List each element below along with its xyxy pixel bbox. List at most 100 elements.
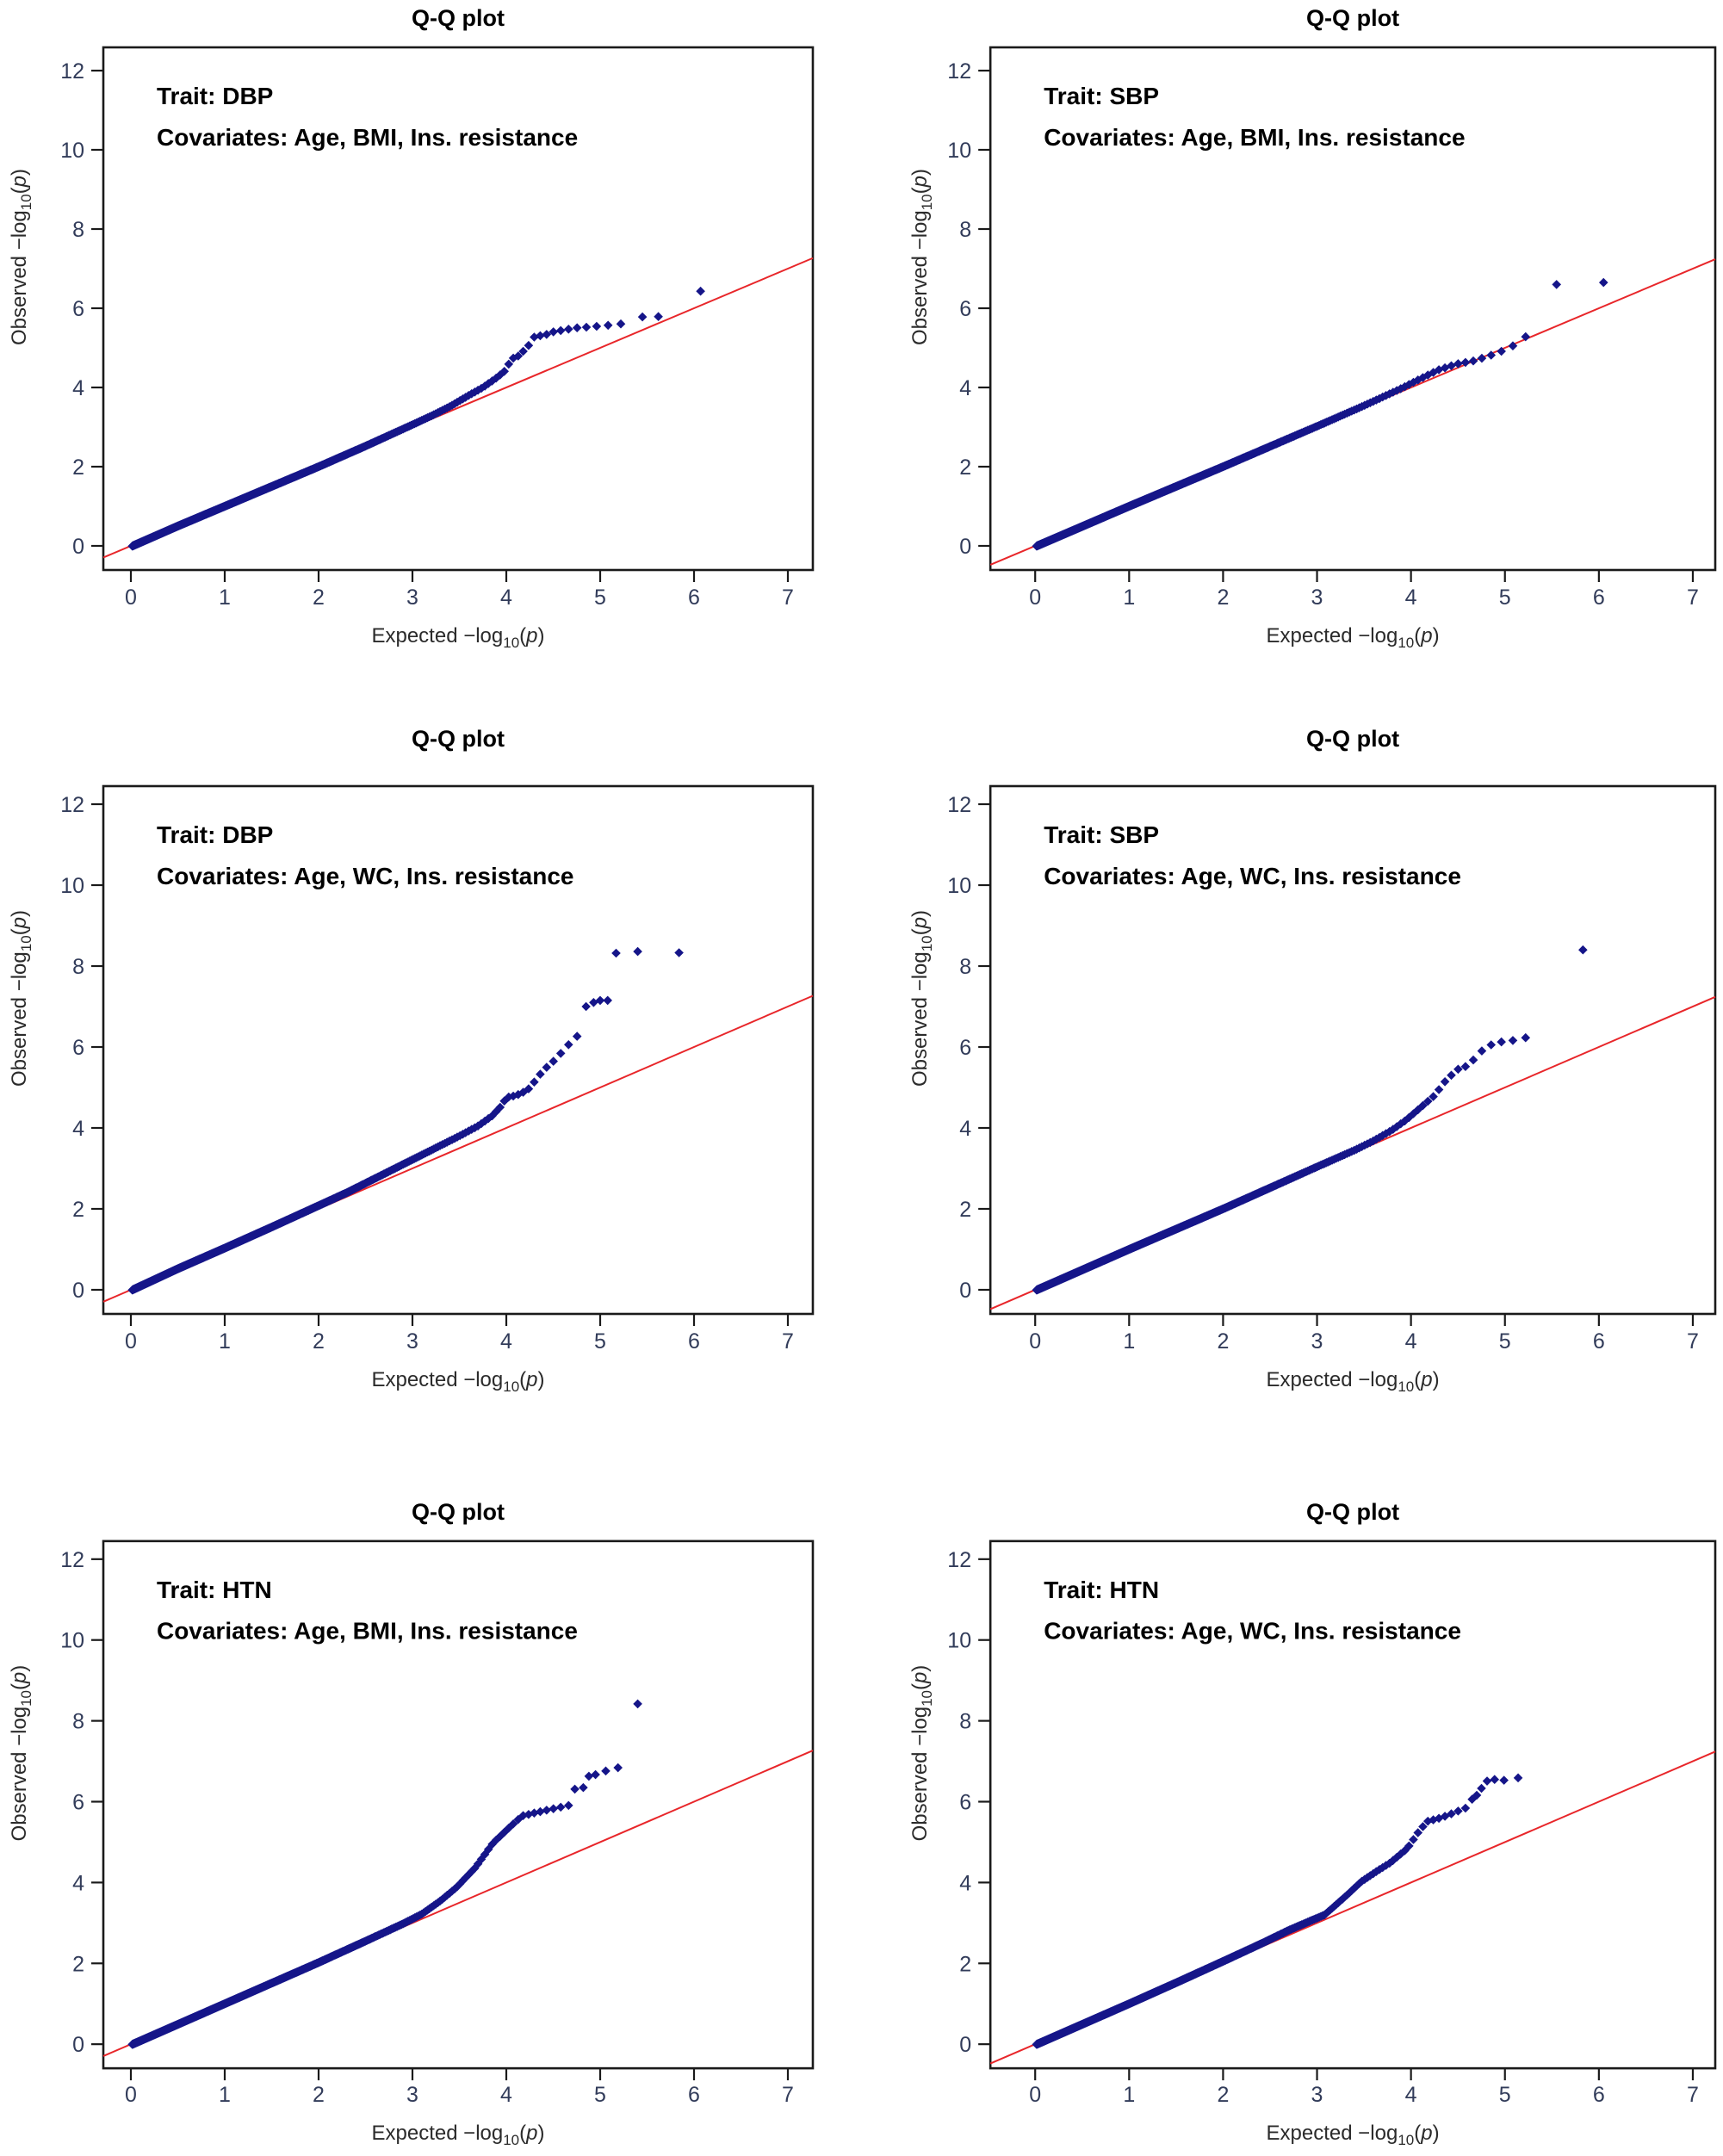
plot-border (989, 784, 1717, 1316)
qq-panel-5: Q-Q plot Trait: HTN Covariates: Age, BMI, … (0, 1438, 861, 2156)
y-tick-label: 0 (959, 2033, 971, 2057)
x-tick-label: 3 (406, 2083, 418, 2107)
x-tick-label: 3 (406, 1329, 418, 1354)
y-tick-label: 2 (72, 1952, 84, 1976)
x-tick-label: 4 (500, 1329, 512, 1354)
annotation-covariates: Covariates: Age, BMI, Ins. resistance (1044, 124, 1465, 151)
axis-label-paren: ( (8, 928, 31, 935)
qq-panel-1: Q-Q plot Trait: DBP Covariates: Age, BMI, … (0, 0, 861, 719)
y-tick-label: 10 (60, 874, 84, 898)
x-tick-label: 3 (1311, 2083, 1323, 2107)
qq-plot-svg-1: Q-Q plot Trait: DBP Covariates: Age, BMI, … (8, 5, 815, 651)
x-tick-label: 2 (313, 2083, 325, 2107)
y-tick-label: 0 (959, 1279, 971, 1303)
x-tick-label: 7 (1687, 585, 1699, 610)
x-tick-label: 2 (1217, 1329, 1229, 1354)
x-tick-label: 0 (125, 1329, 137, 1354)
outlier-points (1467, 1773, 1523, 1804)
axis-label-subscript: 10 (18, 1690, 34, 1707)
y-tick-label: 4 (72, 1117, 84, 1141)
axis-label-pvar: p (1420, 624, 1432, 647)
annotation-trait: Trait: SBP (1044, 83, 1159, 109)
annotation-covariates: Covariates: Age, WC, Ins. resistance (157, 863, 573, 889)
data-points (1032, 1032, 1531, 1295)
outlier-points (637, 286, 705, 322)
axis-label-paren: ( (1414, 2122, 1421, 2145)
x-tick-label: 1 (219, 585, 231, 610)
axis-label-paren: ( (519, 1368, 526, 1391)
axis-label-pvar: p (8, 917, 31, 929)
x-tick-label: 3 (1311, 1329, 1323, 1354)
y-tick-label: 0 (72, 2033, 84, 2057)
axis-label-paren: ( (8, 1683, 31, 1690)
x-tick-label: 6 (688, 585, 700, 610)
data-points (1032, 331, 1531, 551)
annotation-trait: Trait: DBP (157, 83, 273, 109)
y-axis-label: Observed −log10(p) (908, 169, 935, 345)
axis-label-paren: ) (8, 1665, 31, 1672)
y-tick-label: 12 (947, 1548, 971, 1572)
x-tick-label: 7 (782, 2083, 794, 2107)
y-axis-label: Observed −log10(p) (8, 1665, 34, 1842)
y-tick-label: 8 (959, 218, 971, 242)
x-tick-label: 6 (688, 2083, 700, 2107)
y-tick-label: 8 (72, 218, 84, 242)
y-tick-label: 6 (959, 1036, 971, 1060)
annotation-trait: Trait: DBP (157, 821, 273, 848)
axis-label-text: Observed −log (8, 210, 31, 345)
axis-label-subscript: 10 (1398, 635, 1414, 651)
plot-border (102, 1540, 815, 2070)
axis-label-subscript: 10 (1398, 1378, 1414, 1395)
y-axis-label: Observed −log10(p) (8, 169, 34, 345)
y-tick-label: 12 (947, 793, 971, 817)
axis-label-paren: ) (1433, 624, 1440, 647)
y-tick-label: 12 (947, 59, 971, 84)
axis-label-subscript: 10 (503, 2132, 519, 2148)
axis-label-paren: ( (1414, 624, 1421, 647)
x-tick-label: 0 (125, 2083, 137, 2107)
x-tick-label: 1 (219, 2083, 231, 2107)
y-tick-label: 6 (959, 1791, 971, 1815)
x-tick-label: 6 (688, 1329, 700, 1354)
x-tick-label: 7 (782, 1329, 794, 1354)
x-tick-label: 5 (594, 2083, 606, 2107)
x-tick-label: 2 (313, 585, 325, 610)
axis-label-pvar: p (1420, 1368, 1432, 1391)
x-tick-label: 5 (1499, 2083, 1511, 2107)
qq-plot-svg-3: Q-Q plot Trait: DBP Covariates: Age, WC, I… (8, 726, 815, 1395)
x-tick-label: 4 (1405, 1329, 1417, 1354)
y-axis-label: Observed −log10(p) (8, 910, 34, 1087)
y-tick-label: 6 (72, 1790, 84, 1814)
plot-title: Q-Q plot (412, 726, 505, 752)
axis-label-subscript: 10 (919, 935, 935, 951)
x-tick-label: 7 (782, 585, 794, 610)
x-tick-label: 6 (1593, 2083, 1605, 2107)
x-tick-label: 1 (1123, 1329, 1135, 1354)
axis-label-text: Expected −log (1266, 2122, 1398, 2145)
y-tick-label: 2 (72, 1198, 84, 1222)
qq-panel-3: Q-Q plot Trait: DBP Covariates: Age, WC, I… (0, 719, 861, 1438)
annotation-trait: Trait: HTN (157, 1577, 272, 1603)
x-tick-label: 4 (1405, 2083, 1417, 2107)
axis-label-text: Observed −log (8, 951, 31, 1087)
y-tick-label: 6 (959, 297, 971, 321)
qq-plot-svg-4: Q-Q plot Trait: SBP Covariates: Age, WC, I… (908, 726, 1717, 1395)
axis-label-pvar: p (525, 624, 537, 647)
axis-label-paren: ( (519, 624, 526, 647)
x-tick-label: 5 (1499, 585, 1511, 610)
y-tick-label: 12 (60, 793, 84, 817)
y-tick-label: 10 (60, 139, 84, 163)
axis-label-paren: ) (8, 910, 31, 917)
y-tick-label: 8 (959, 1710, 971, 1734)
x-axis-label: Expected −log10(p) (1266, 1368, 1439, 1395)
plot-border (989, 46, 1717, 572)
plot-title: Q-Q plot (1306, 1499, 1399, 1525)
qq-panel-4: Q-Q plot Trait: SBP Covariates: Age, WC, I… (861, 719, 1723, 1438)
x-tick-label: 2 (313, 1329, 325, 1354)
x-axis-label: Expected −log10(p) (371, 1368, 544, 1395)
y-tick-label: 10 (947, 1629, 971, 1653)
axis-label-paren: ( (908, 187, 932, 194)
axis-label-paren: ) (908, 169, 932, 176)
axis-label-paren: ) (538, 624, 545, 647)
